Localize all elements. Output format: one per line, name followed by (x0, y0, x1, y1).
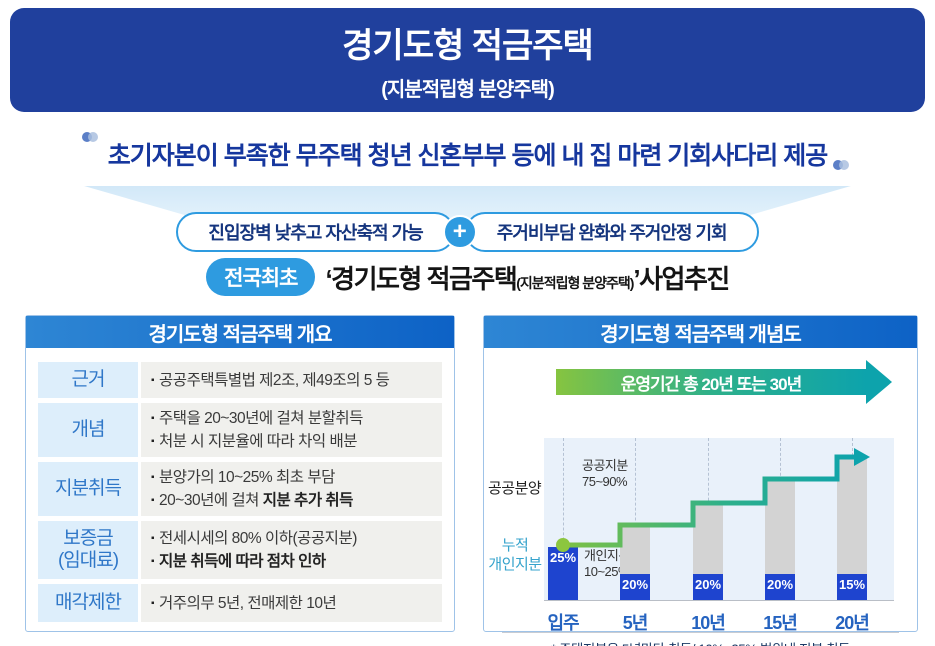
step-line-arrowhead (854, 448, 870, 466)
overview-panel-title: 경기도형 적금주택 개요 (26, 316, 454, 348)
x-axis-tick-label: 15년 (763, 613, 798, 633)
nation-first-badge: 전국최초 (206, 258, 316, 296)
table-row: 보증금 (임대료) ▪ 전세시세의 80% 이하(공공지분) ▪ 지분 취득에 따라 점… (38, 521, 442, 579)
x-axis-tick-label: 10년 (691, 613, 726, 633)
bullet-icon: ▪ (151, 556, 155, 567)
public-sale-label: 공공분양 (488, 480, 542, 497)
step-line-start-dot (556, 538, 570, 552)
x-axis-tick-label: 5년 (622, 613, 649, 633)
bullet-icon: ▪ (151, 436, 155, 447)
cumulative-share-label: 누적 개인지분 (488, 537, 542, 573)
bullet-item: ▪ 분양가의 10~25% 최초 부담 (151, 466, 432, 489)
bullet-text: 주택을 20~30년에 걸쳐 분할취득 (159, 410, 363, 427)
arrow-head-icon (866, 360, 892, 404)
bullet-item: ▪ 전세시세의 80% 이하(공공지분) (151, 527, 432, 550)
benefit-pill-left: 진입장벽 낮추고 자산축적 가능 (176, 212, 455, 252)
chart-footnote: * 주택지분은 5년마다 취득/ 10%~25% 범위내 지분 취득 (484, 638, 917, 646)
row-label: 근거 (38, 362, 138, 398)
bullet-text: 공공주택특별법 제2조, 제49조의 5 등 (159, 371, 390, 389)
row-content: ▪ 분양가의 10~25% 최초 부담 ▪ 20~30년에 걸쳐 지분 추가 취득 (141, 462, 442, 516)
bullet-icon: ▪ (151, 374, 155, 386)
bullet-item: ▪ 20~30년에 걸쳐 지분 추가 취득 (151, 489, 432, 512)
operation-period-label: 운영기간 총 20년 또는 30년 (556, 369, 866, 395)
tagline-text: 초기자본이 부족한 무주택 청년 신혼부부 등에 내 집 마련 기회사다리 제공 (107, 142, 828, 170)
personal-share-bar: 20% (765, 574, 795, 600)
bullet-text: 거주의무 5년, 전매제한 10년 (159, 594, 337, 612)
chart-plot-area: 공공지분 75~90% 개인지분 10~25% 25% 20% 20% 20% 15% (544, 438, 894, 601)
bullet-item: ▪ 주택을 20~30년에 걸쳐 분할취득 (151, 407, 432, 430)
bullet-icon: ▪ (151, 597, 155, 609)
table-row: 근거 ▪ 공공주택특별법 제2조, 제49조의 5 등 (38, 362, 442, 398)
benefit-pills-row: 진입장벽 낮추고 자산축적 가능 + 주거비부담 완화와 주거안정 기회 (0, 212, 935, 252)
bullet-text: 20~30년에 걸쳐 (159, 492, 263, 509)
bullet-item: ▪ 공공주택특별법 제2조, 제49조의 5 등 (151, 369, 432, 392)
table-row: 매각제한 ▪ 거주의무 5년, 전매제한 10년 (38, 584, 442, 622)
step-line-path (563, 454, 856, 548)
first-line-small: (지분적립형 분양주택) (516, 274, 634, 291)
row-content: ▪ 주택을 20~30년에 걸쳐 분할취득 ▪ 처분 시 지분율에 따라 차익 배분 (141, 403, 442, 457)
row-label: 개념 (38, 403, 138, 457)
bullet-item: ▪ 지분 취득에 따라 점차 인하 (151, 550, 432, 573)
x-axis-tick-label: 입주 (547, 613, 579, 633)
bullet-text: 지분 추가 취득 (262, 492, 354, 509)
tagline: 초기자본이 부족한 무주택 청년 신혼부부 등에 내 집 마련 기회사다리 제공 (0, 132, 935, 174)
bullet-item: ▪ 처분 시 지분율에 따라 차익 배분 (151, 430, 432, 453)
benefit-pill-right: 주거비부담 완화와 주거안정 기회 (464, 212, 759, 252)
x-axis-tick-label: 20년 (835, 613, 870, 633)
concept-panel: 경기도형 적금주택 개념도 운영기간 총 20년 또는 30년 공공분양 누적 … (483, 315, 918, 646)
bullet-text: 지분 취득에 따라 점차 인하 (159, 553, 326, 570)
operation-period-arrow: 운영기간 총 20년 또는 30년 (556, 360, 893, 404)
concept-chart: 운영기간 총 20년 또는 30년 공공분양 누적 개인지분 공공지분 75~9… (484, 348, 917, 646)
row-content: ▪ 전세시세의 80% 이하(공공지분) ▪ 지분 취득에 따라 점차 인하 (141, 521, 442, 579)
personal-share-bar: 20% (693, 574, 723, 600)
bullet-icon: ▪ (151, 533, 155, 544)
concept-panel-title: 경기도형 적금주택 개념도 (484, 316, 917, 348)
page-title: 경기도형 적금주택 (342, 27, 594, 65)
first-line: 전국최초 ‘경기도형 적금주택(지분적립형 분양주택)’사업추진 (0, 258, 935, 296)
main-header: 경기도형 적금주택 (지분적립형 분양주택) (10, 8, 925, 112)
bullet-item: ▪ 거주의무 5년, 전매제한 10년 (151, 592, 432, 615)
table-row: 개념 ▪ 주택을 20~30년에 걸쳐 분할취득 ▪ 처분 시 지분율에 따라 차익 배… (38, 403, 442, 457)
bullet-icon: ▪ (151, 495, 155, 506)
row-content: ▪ 공공주택특별법 제2조, 제49조의 5 등 (141, 362, 442, 398)
close-quote: ’ (633, 263, 640, 294)
first-line-tail: 사업추진 (639, 263, 730, 294)
bullet-text: 전세시세의 80% 이하(공공지분) (159, 530, 357, 547)
row-content: ▪ 거주의무 5년, 전매제한 10년 (141, 584, 442, 622)
public-share-note: 공공지분 75~90% (582, 458, 628, 489)
row-label: 매각제한 (38, 584, 138, 622)
footnote-divider (502, 632, 899, 633)
row-label: 지분취득 (38, 462, 138, 516)
x-axis-labels: 입주 5년 10년 15년 20년 (544, 605, 894, 633)
bullet-text: 분양가의 10~25% 최초 부담 (159, 469, 335, 486)
first-line-main: 경기도형 적금주택 (331, 263, 518, 294)
personal-share-bar: 15% (837, 574, 867, 600)
bullet-icon: ▪ (151, 472, 155, 483)
bullet-text: 처분 시 지분율에 따라 차익 배분 (159, 433, 357, 450)
gridline-dashed (635, 438, 636, 600)
personal-share-note: 개인지분 10~25% (584, 548, 630, 579)
plus-icon: + (442, 215, 477, 249)
first-line-text: ‘경기도형 적금주택(지분적립형 분양주택)’사업추진 (325, 259, 730, 296)
open-quote: ‘ (325, 263, 332, 294)
quote-close-icon (833, 160, 853, 174)
personal-share-bar: 20% (620, 574, 650, 600)
quote-open-icon (81, 132, 102, 146)
table-row: 지분취득 ▪ 분양가의 10~25% 최초 부담 ▪ 20~30년에 걸쳐 지분 추가 … (38, 462, 442, 516)
page-subtitle: (지분적립형 분양주택) (381, 79, 554, 101)
row-label: 보증금 (임대료) (38, 521, 138, 579)
gridline-dashed (563, 438, 564, 600)
bullet-icon: ▪ (151, 413, 155, 424)
cumulative-step-line (556, 448, 870, 552)
personal-share-bar: 25% (548, 547, 578, 600)
